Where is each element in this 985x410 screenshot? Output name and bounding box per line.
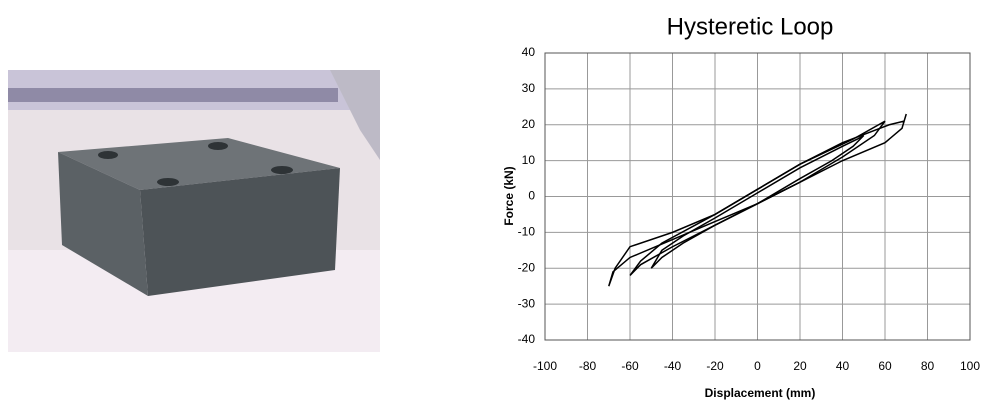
y-tick-label: 40 <box>522 45 536 59</box>
y-tick-label: 30 <box>522 81 536 95</box>
x-tick-label: 40 <box>836 359 850 373</box>
y-tick-label: 10 <box>522 153 536 167</box>
y-axis-label: Force (kN) <box>502 166 516 225</box>
canvas: Hysteretic Loop Force (kN) Displacement … <box>0 0 985 405</box>
y-tick-label: -30 <box>518 296 536 310</box>
photo <box>8 70 380 352</box>
x-tick-label: 0 <box>754 359 761 373</box>
y-tick-label: -20 <box>518 260 536 274</box>
x-tick-label: 60 <box>878 359 892 373</box>
x-tick-label: -80 <box>579 359 597 373</box>
x-tick-label: -60 <box>621 359 639 373</box>
x-tick-label: 100 <box>960 359 980 373</box>
x-tick-label: -20 <box>706 359 724 373</box>
y-tick-label: -10 <box>518 225 536 239</box>
y-tick-label: -40 <box>518 332 536 346</box>
x-tick-label: 80 <box>921 359 935 373</box>
y-tick-label: 0 <box>528 189 535 203</box>
x-tick-label: -40 <box>664 359 682 373</box>
x-axis-label: Displacement (mm) <box>705 386 816 400</box>
y-tick-label: 20 <box>522 117 536 131</box>
chart-title: Hysteretic Loop <box>667 13 834 40</box>
x-tick-label: 20 <box>793 359 807 373</box>
page: Hysteretic Loop Force (kN) Displacement … <box>0 0 985 405</box>
x-tick-label: -100 <box>533 359 557 373</box>
